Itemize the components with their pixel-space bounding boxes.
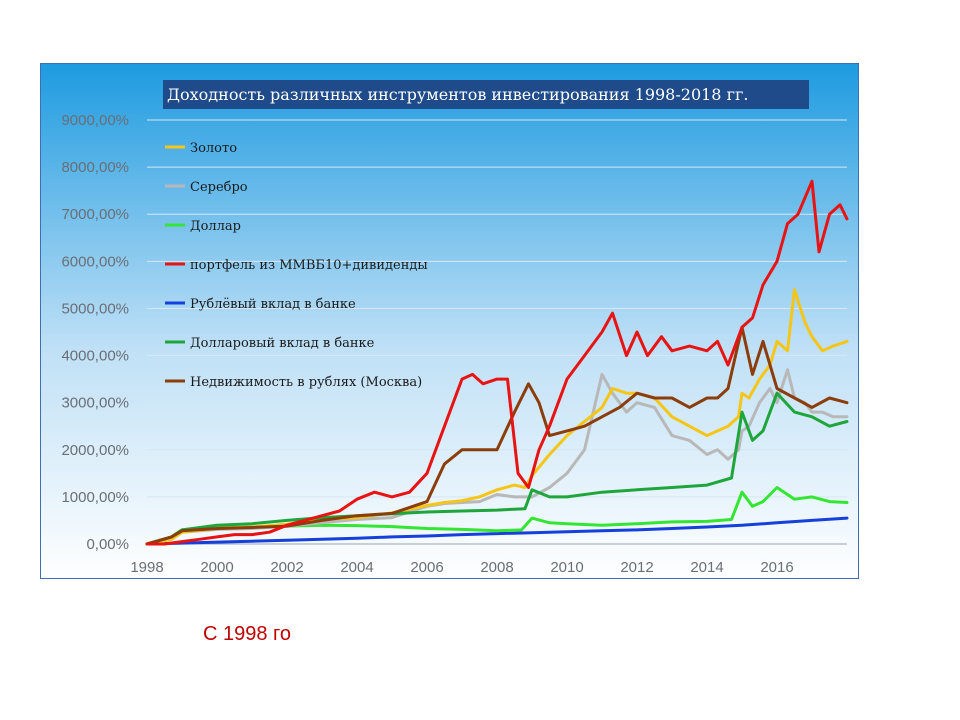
x-tick-label: 2008 [480, 559, 513, 576]
legend-label: Недвижимость в рублях (Москва) [190, 375, 422, 390]
y-tick-label: 6000,00% [61, 253, 129, 270]
y-tick-label: 5000,00% [61, 300, 129, 317]
series-line-5 [145, 391, 849, 546]
series-line-1 [145, 368, 849, 546]
chart-title-box [163, 80, 809, 109]
legend: Золото Серебро Доллар портфель из ММВБ10+ди… [165, 141, 428, 390]
series-line-4 [145, 516, 849, 546]
line-chart: 0,00% 1000,00% 2000,00% 3000,00% 4000,00% 500… [41, 64, 858, 578]
x-tick-label: 2002 [270, 559, 303, 576]
legend-label: Золото [190, 141, 237, 156]
x-tick-label: 2004 [340, 559, 373, 576]
x-tick-label: 2014 [690, 559, 723, 576]
y-tick-label: 1000,00% [61, 489, 129, 506]
legend-label: Рублёвый вклад в банке [190, 297, 356, 312]
y-tick-label: 4000,00% [61, 348, 129, 365]
y-tick-label: 3000,00% [61, 395, 129, 412]
x-tick-label: 2006 [410, 559, 443, 576]
y-tick-label: 7000,00% [61, 206, 129, 223]
slide-caption: С 1998 го [203, 623, 292, 645]
chart-panel: 0,00% 1000,00% 2000,00% 3000,00% 4000,00% 500… [40, 63, 859, 579]
series-line-6 [145, 325, 849, 546]
legend-label: портфель из ММВБ10+дивиденды [190, 258, 428, 273]
chart-title: Доходность различных инструментов инвест… [167, 85, 748, 104]
x-axis-ticks: 1998 2000 2002 2004 2006 2008 2010 2012 2014 2016 [130, 559, 793, 576]
x-tick-label: 2016 [760, 559, 793, 576]
series-line-0 [145, 288, 849, 546]
x-tick-label: 2000 [200, 559, 233, 576]
y-axis-ticks: 0,00% 1000,00% 2000,00% 3000,00% 4000,00% 500… [61, 112, 129, 553]
y-tick-label: 2000,00% [61, 442, 129, 459]
x-tick-label: 2010 [550, 559, 583, 576]
y-tick-label: 8000,00% [61, 159, 129, 176]
legend-label: Серебро [190, 180, 248, 195]
x-tick-label: 1998 [130, 559, 163, 576]
legend-label: Доллар [190, 219, 241, 234]
y-tick-label: 9000,00% [61, 112, 129, 129]
series-line-3 [145, 179, 849, 546]
legend-label: Долларовый вклад в банке [190, 336, 375, 351]
x-tick-label: 2012 [620, 559, 653, 576]
y-tick-label: 0,00% [86, 536, 129, 553]
chart-background [41, 64, 858, 578]
series-lines [145, 179, 849, 546]
